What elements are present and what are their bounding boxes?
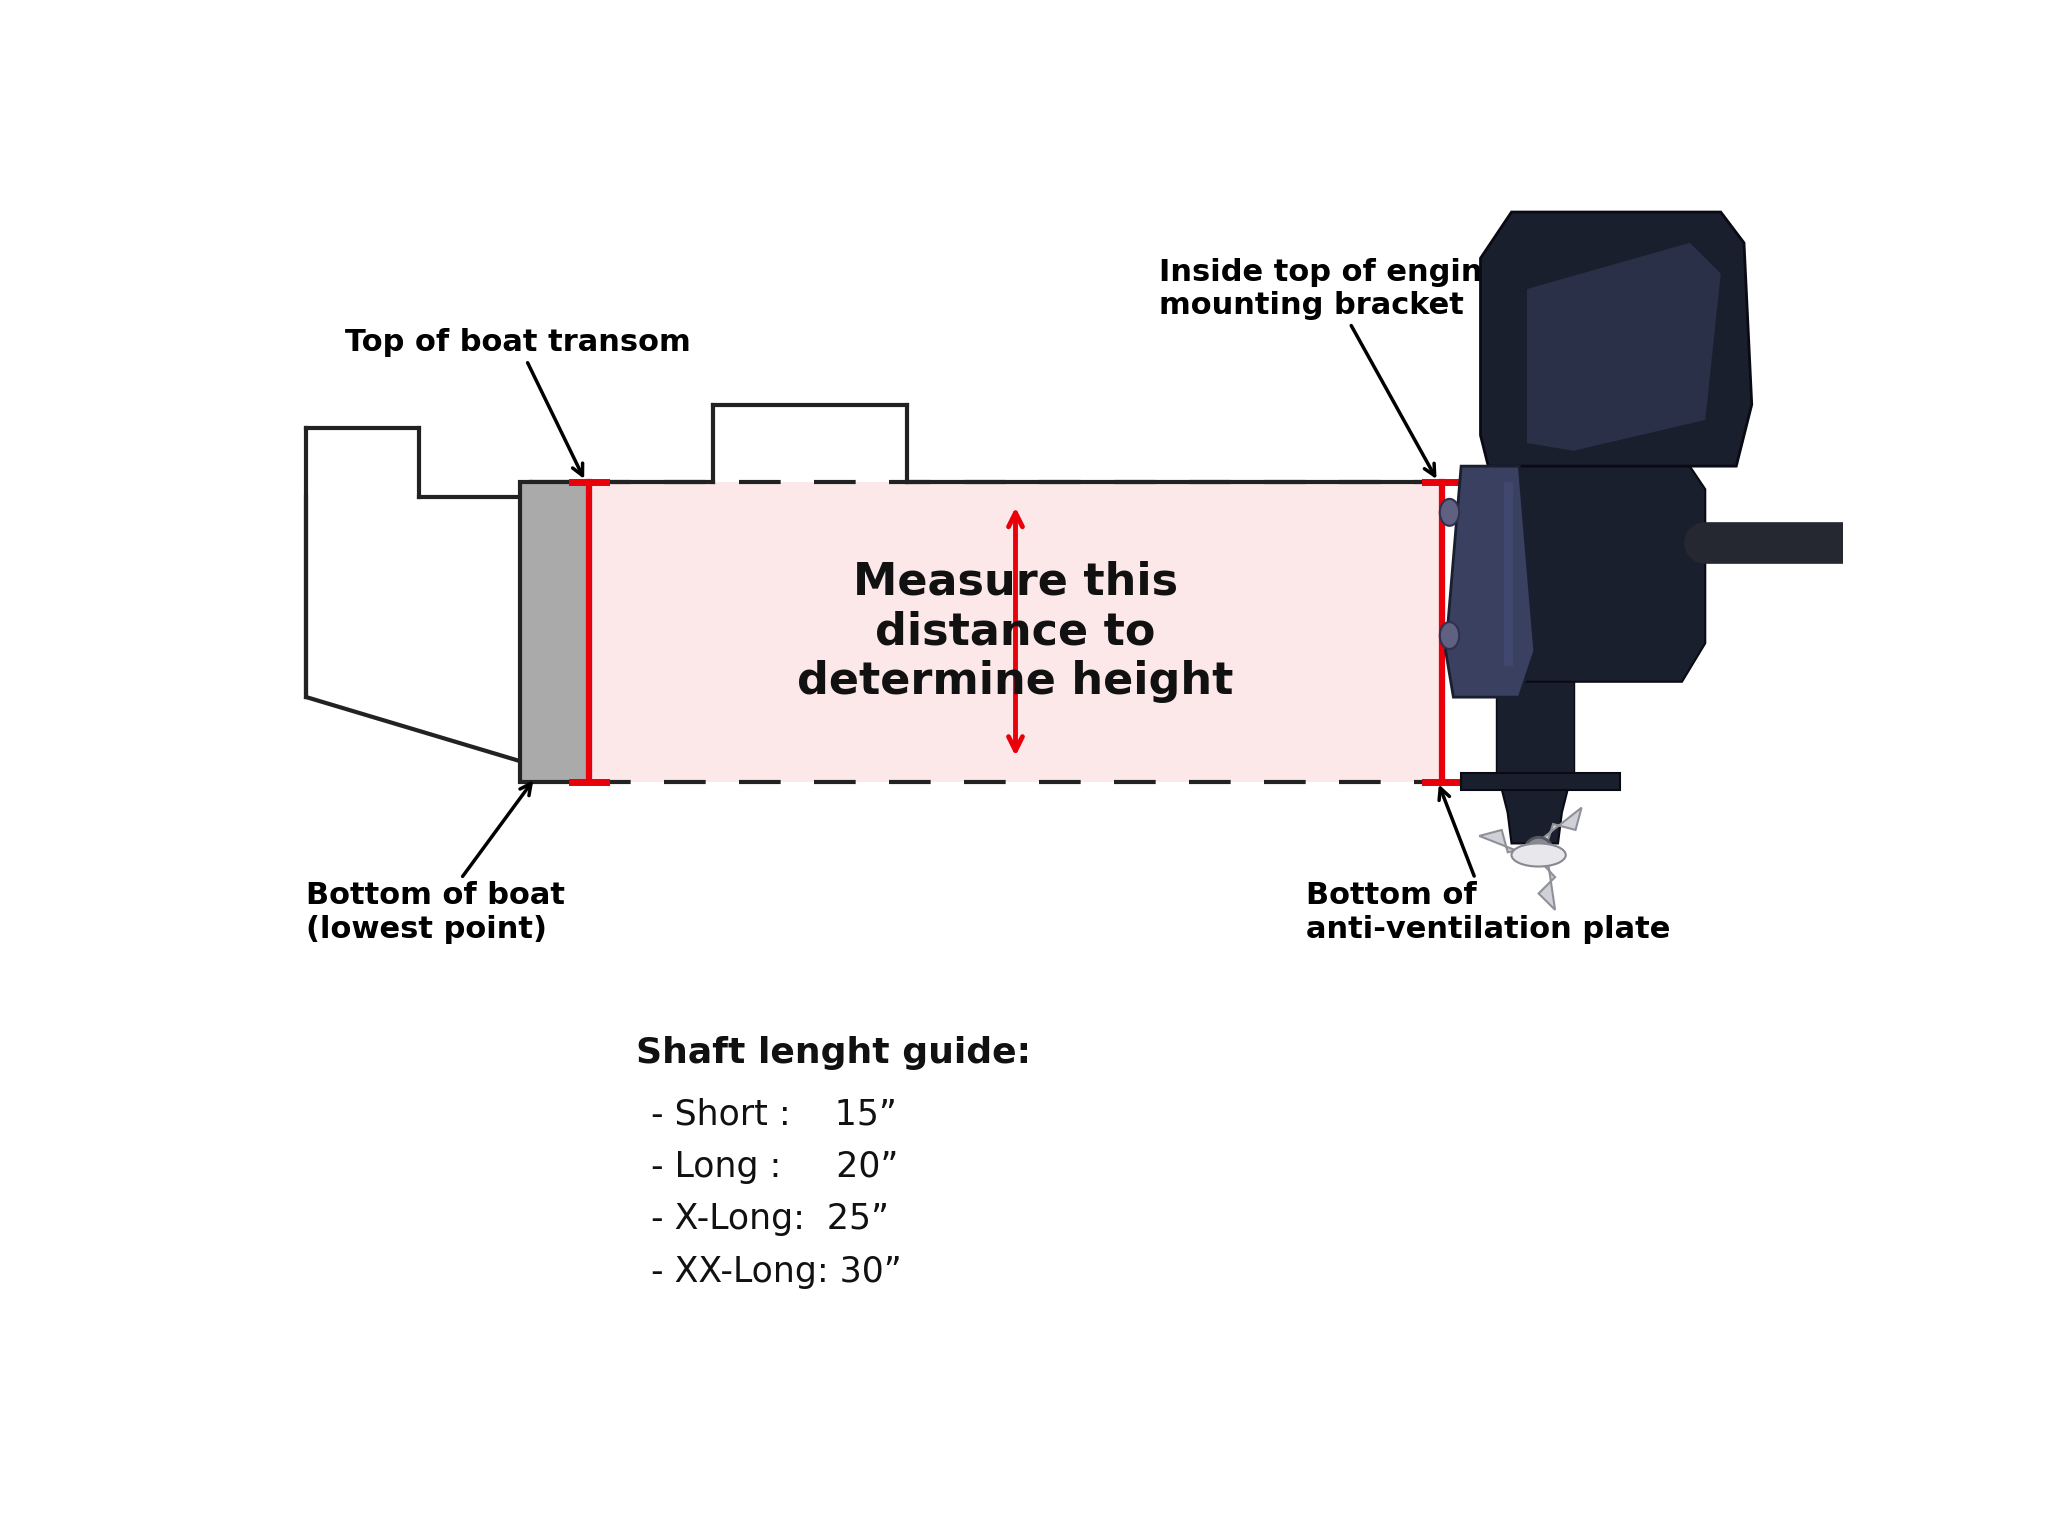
Bar <box>590 482 1442 782</box>
Polygon shape <box>1479 829 1542 857</box>
Ellipse shape <box>1511 843 1567 866</box>
Text: - X-Long:  25”: - X-Long: 25” <box>651 1203 889 1236</box>
Circle shape <box>1524 837 1552 865</box>
Bar <box>1503 482 1513 667</box>
Polygon shape <box>1528 243 1720 450</box>
Polygon shape <box>1495 465 1706 682</box>
Text: Shaft lenght guide:: Shaft lenght guide: <box>635 1035 1030 1071</box>
Ellipse shape <box>1440 622 1458 650</box>
Text: Top of boat transom: Top of boat transom <box>346 329 690 476</box>
Bar <box>1495 482 1573 782</box>
Text: Measure this
distance to
determine height: Measure this distance to determine heigh… <box>797 561 1233 703</box>
Text: Inside top of engine
mounting bracket: Inside top of engine mounting bracket <box>1159 258 1503 476</box>
Bar <box>520 482 590 782</box>
Polygon shape <box>1499 782 1569 843</box>
Text: - XX-Long: 30”: - XX-Long: 30” <box>651 1255 901 1289</box>
Text: Bottom of boat
(lowest point): Bottom of boat (lowest point) <box>307 783 565 945</box>
Text: Bottom of
anti-ventilation plate: Bottom of anti-ventilation plate <box>1307 788 1671 945</box>
Ellipse shape <box>1440 499 1458 525</box>
Text: - Short :    15”: - Short : 15” <box>651 1098 897 1132</box>
Polygon shape <box>1446 465 1534 697</box>
Text: - Long :     20”: - Long : 20” <box>651 1150 899 1184</box>
Polygon shape <box>1530 851 1554 909</box>
Bar <box>1460 773 1620 791</box>
Polygon shape <box>1534 808 1581 857</box>
Polygon shape <box>1481 212 1751 465</box>
